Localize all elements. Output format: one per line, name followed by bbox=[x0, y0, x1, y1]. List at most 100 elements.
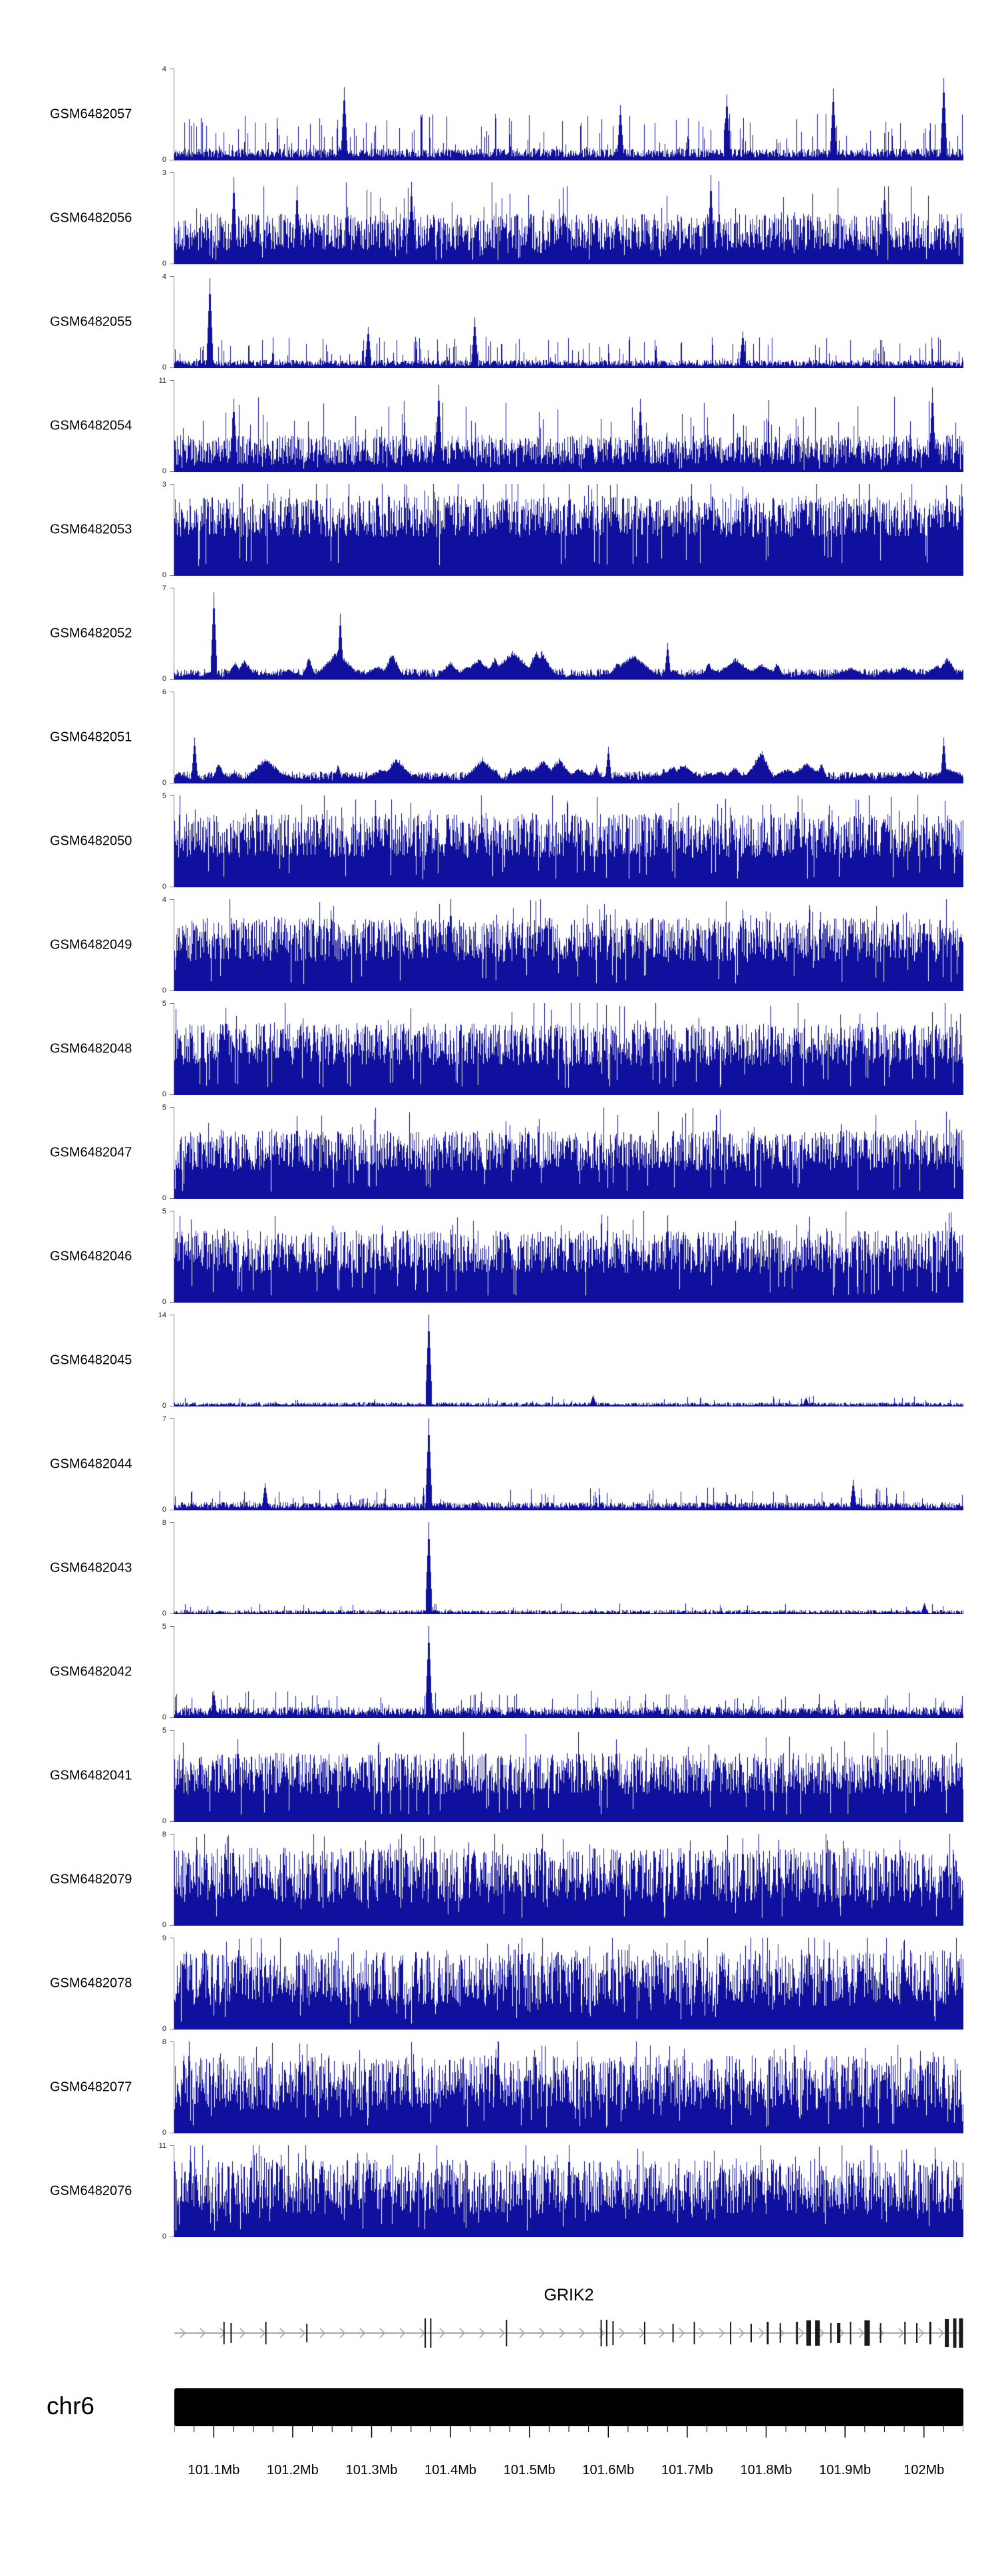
axis-tick-label: 101.7Mb bbox=[661, 2463, 713, 2477]
signal-track-row: GSM6482050 5 0 bbox=[0, 792, 998, 899]
exon-mark bbox=[612, 2321, 614, 2345]
signal-track-row: GSM6482046 5 0 bbox=[0, 1207, 998, 1315]
exon-mark bbox=[265, 2322, 267, 2344]
strand-direction-arrow-icon bbox=[399, 2328, 405, 2338]
track-label: GSM6482055 bbox=[50, 314, 132, 329]
exon-mark bbox=[766, 2322, 769, 2344]
track-label: GSM6482057 bbox=[50, 107, 132, 122]
exon-mark bbox=[904, 2322, 906, 2344]
yaxis-tick bbox=[170, 899, 174, 900]
exon-mark bbox=[916, 2323, 917, 2343]
signal-track-row: GSM6482054 11 0 bbox=[0, 377, 998, 484]
track-yaxis-zero: 0 bbox=[162, 571, 166, 579]
track-yaxis-zero: 0 bbox=[162, 2129, 166, 2137]
exon-mark bbox=[796, 2322, 798, 2344]
signal-tracks-container: GSM6482057 4 0 GSM6482056 3 0 GSM6482055 4 0 GSM6… bbox=[0, 65, 998, 2249]
exon-mark bbox=[730, 2322, 732, 2344]
yaxis-tick bbox=[170, 484, 174, 485]
track-signal-plot bbox=[174, 692, 963, 783]
track-yaxis-zero: 0 bbox=[162, 2025, 166, 2033]
strand-direction-arrow-icon bbox=[858, 2328, 864, 2338]
exon-mark bbox=[424, 2318, 426, 2348]
exon-mark bbox=[837, 2323, 841, 2343]
track-signal-plot bbox=[174, 899, 963, 991]
track-yaxis-max: 5 bbox=[162, 1000, 166, 1008]
signal-track-row: GSM6482047 5 0 bbox=[0, 1104, 998, 1211]
track-label: GSM6482043 bbox=[50, 1560, 132, 1576]
signal-track-row: GSM6482043 8 0 bbox=[0, 1519, 998, 1626]
exon-mark bbox=[880, 2323, 882, 2343]
strand-direction-arrow-icon bbox=[559, 2328, 565, 2338]
strand-direction-arrow-icon bbox=[180, 2328, 186, 2338]
exon-mark bbox=[830, 2323, 832, 2343]
track-yaxis-max: 8 bbox=[162, 1519, 166, 1527]
exon-mark bbox=[806, 2320, 811, 2346]
track-label: GSM6482076 bbox=[50, 2183, 132, 2199]
yaxis-tick bbox=[170, 1821, 174, 1822]
track-yaxis-zero: 0 bbox=[162, 883, 166, 891]
signal-track-row: GSM6482079 8 0 bbox=[0, 1830, 998, 1938]
strand-direction-arrow-icon bbox=[579, 2328, 585, 2338]
signal-track-row: GSM6482049 4 0 bbox=[0, 896, 998, 1003]
track-yaxis-zero: 0 bbox=[162, 156, 166, 164]
track-signal-plot bbox=[174, 588, 963, 680]
track-signal-plot bbox=[174, 1418, 963, 1510]
track-signal-plot bbox=[174, 1003, 963, 1095]
axis-tick-label: 101.4Mb bbox=[424, 2463, 477, 2477]
track-yaxis-zero: 0 bbox=[162, 1921, 166, 1929]
track-yaxis-max: 4 bbox=[162, 896, 166, 904]
strand-direction-arrow-icon bbox=[539, 2328, 545, 2338]
exon-mark bbox=[672, 2324, 674, 2342]
track-signal-plot bbox=[174, 69, 963, 160]
track-signal-plot bbox=[174, 1107, 963, 1199]
strand-direction-arrow-icon bbox=[279, 2328, 285, 2338]
genomic-axis-labels: 101.1Mb 101.2Mb 101.3Mb 101.4Mb 101.5Mb 101.6… bbox=[174, 2463, 963, 2481]
track-yaxis-zero: 0 bbox=[162, 1402, 166, 1410]
track-yaxis-max: 8 bbox=[162, 1830, 166, 1838]
track-yaxis-max: 6 bbox=[162, 688, 166, 696]
yaxis-tick bbox=[170, 679, 174, 680]
exon-mark bbox=[506, 2320, 508, 2346]
signal-track-row: GSM6482076 11 0 bbox=[0, 2142, 998, 2249]
strand-direction-arrow-icon bbox=[439, 2328, 445, 2338]
strand-direction-arrow-icon bbox=[200, 2328, 206, 2338]
track-label: GSM6482056 bbox=[50, 210, 132, 226]
yaxis-tick bbox=[170, 575, 174, 576]
strand-direction-arrow-icon bbox=[659, 2328, 665, 2338]
signal-track-row: GSM6482052 7 0 bbox=[0, 584, 998, 692]
track-yaxis-max: 5 bbox=[162, 1207, 166, 1215]
track-yaxis-zero: 0 bbox=[162, 1817, 166, 1825]
strand-direction-arrow-icon bbox=[679, 2328, 685, 2338]
axis-tick-label: 101.6Mb bbox=[582, 2463, 635, 2477]
strand-direction-arrow-icon bbox=[339, 2328, 345, 2338]
gene-title: GRIK2 bbox=[544, 2286, 594, 2304]
track-yaxis-zero: 0 bbox=[162, 2233, 166, 2241]
strand-direction-arrow-icon bbox=[259, 2328, 265, 2338]
exon-mark bbox=[605, 2320, 607, 2346]
strand-direction-arrow-icon bbox=[758, 2328, 764, 2338]
track-label: GSM6482047 bbox=[50, 1145, 132, 1160]
signal-track-row: GSM6482042 5 0 bbox=[0, 1623, 998, 1730]
track-yaxis-max: 14 bbox=[158, 1311, 166, 1319]
exon-mark bbox=[929, 2322, 931, 2344]
yaxis-tick bbox=[170, 2145, 174, 2146]
track-yaxis-max: 5 bbox=[162, 1623, 166, 1631]
track-signal-plot bbox=[174, 380, 963, 472]
track-label: GSM6482051 bbox=[50, 730, 132, 745]
yaxis-tick bbox=[170, 1626, 174, 1627]
yaxis-tick bbox=[170, 380, 174, 381]
strand-direction-arrow-icon bbox=[240, 2328, 246, 2338]
track-label: GSM6482053 bbox=[50, 522, 132, 537]
exon-mark bbox=[230, 2323, 232, 2343]
track-label: GSM6482079 bbox=[50, 1872, 132, 1887]
yaxis-tick bbox=[170, 1003, 174, 1004]
strand-direction-arrow-icon bbox=[519, 2328, 525, 2338]
yaxis-tick bbox=[170, 1418, 174, 1419]
track-label: GSM6482042 bbox=[50, 1664, 132, 1679]
yaxis-tick bbox=[170, 1094, 174, 1095]
track-yaxis-max: 3 bbox=[162, 481, 166, 489]
track-yaxis-max: 4 bbox=[162, 273, 166, 281]
track-yaxis-max: 8 bbox=[162, 2038, 166, 2046]
strand-direction-arrow-icon bbox=[359, 2328, 365, 2338]
strand-direction-arrow-icon bbox=[319, 2328, 325, 2338]
